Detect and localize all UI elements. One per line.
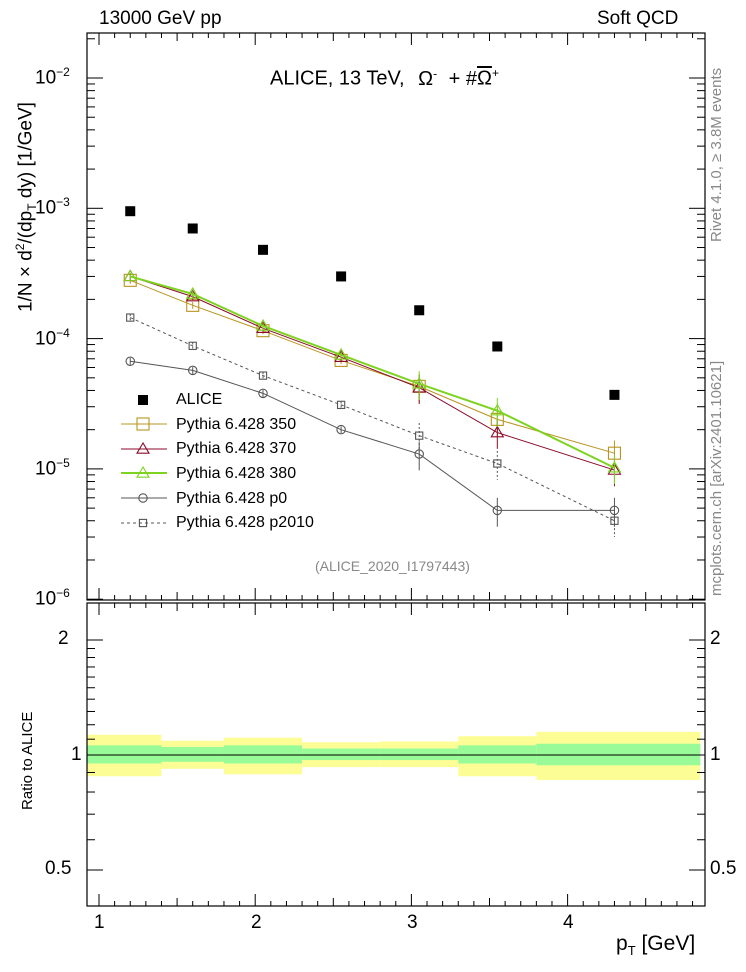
series-line-pythia-6-428-p2010: [130, 317, 615, 522]
legend-label-370: Pythia 6.428 370: [176, 440, 297, 457]
x-tick-3: 3: [407, 912, 418, 933]
header-right: Soft QCD: [597, 8, 679, 29]
x-tick-1: 1: [94, 912, 105, 933]
legend-label-380: Pythia 6.428 380: [176, 465, 297, 482]
point-pythia-6-428-380-3: [334, 347, 349, 360]
point-pythia-6-428-p0-0: [125, 356, 135, 367]
mcplots-label: mcplots.cern.ch [arXiv:2401.10621]: [708, 360, 725, 596]
point-alice-5: [492, 341, 503, 352]
legend-label-350: Pythia 6.428 350: [176, 416, 297, 433]
point-alice-1: [187, 223, 198, 234]
plot-title: ALICE, 13 TeV, Ω- + #Ω+: [270, 66, 499, 91]
plot-title-text: ALICE, 13 TeV,: [270, 67, 405, 90]
point-pythia-6-428-380-0: [123, 269, 138, 282]
legend-marker-pythia-6-428-p2010: [138, 518, 148, 528]
omega-minus: Ω-: [418, 66, 438, 90]
ratio-tick-2-right: 2: [710, 628, 721, 649]
point-pythia-6-428-p0-2: [258, 388, 268, 399]
legend-label-p0: Pythia 6.428 p0: [176, 490, 288, 507]
point-pythia-6-428-p2010-4: [415, 431, 424, 440]
y-tick-1e-4: 10−4: [35, 326, 70, 350]
legend-group: [121, 395, 167, 528]
point-alice-2: [258, 244, 269, 255]
omega-minus-sup: -: [433, 66, 438, 80]
legend-marker-pythia-6-428-350: [136, 417, 150, 431]
ratio-band-group: [87, 731, 705, 781]
analysis-id: (ALICE_2020_I1797443): [315, 558, 470, 574]
ratio-stat-band-0: [87, 745, 162, 764]
ratio-tick-05-left: 0.5: [45, 858, 72, 879]
point-alice-0: [125, 206, 136, 217]
x-tick-4: 4: [563, 912, 574, 933]
y-tick-1e-5: 10−5: [35, 456, 70, 480]
ratio-y-axis-label: Ratio to ALICE: [19, 711, 36, 810]
point-pythia-6-428-380-6: [607, 460, 622, 473]
legend-marker-pythia-6-428-380: [136, 465, 150, 478]
ratio-stat-band-2: [223, 745, 303, 764]
point-pythia-6-428-p0-1: [187, 365, 198, 376]
ratio-stat-band-1: [161, 746, 224, 762]
point-pythia-6-428-p2010-3: [336, 400, 346, 410]
legend-marker-pythia-6-428-p0: [138, 493, 148, 503]
point-pythia-6-428-370-5: [490, 425, 505, 438]
x-tick-2: 2: [251, 912, 262, 933]
ratio-tick-1-left: 1: [71, 744, 82, 765]
point-pythia-6-428-p0-3: [336, 424, 346, 435]
header-left: 13000 GeV pp: [99, 8, 222, 29]
plus-hash: + #: [448, 67, 477, 90]
series-line-pythia-6-428-p0: [130, 360, 615, 511]
ratio-stat-band-3: [302, 748, 381, 761]
point-alice-4: [414, 305, 425, 316]
ratio-stat-band-4: [380, 748, 459, 761]
point-alice-3: [336, 271, 347, 282]
point-pythia-6-428-380-2: [256, 318, 270, 331]
point-pythia-6-428-p2010-1: [188, 341, 197, 350]
x-axis-label: pT [GeV]: [616, 932, 696, 959]
legend-marker-pythia-6-428-370: [136, 441, 150, 454]
ratio-tick-1-right: 1: [710, 744, 721, 765]
point-pythia-6-428-p2010-0: [126, 313, 135, 322]
y-tick-1e-3: 10−3: [35, 195, 70, 219]
main-plot-group: [123, 206, 622, 538]
point-pythia-6-428-p0-4: [414, 449, 424, 459]
rivet-label: Rivet 4.1.0, ≥ 3.8M events: [708, 67, 725, 242]
y-tick-1e-6: 10−6: [35, 586, 70, 610]
omega-symbol: Ω: [418, 67, 434, 90]
point-pythia-6-428-p0-5: [492, 505, 503, 516]
point-pythia-6-428-p2010-5: [493, 459, 502, 468]
point-alice-6: [609, 389, 620, 400]
point-pythia-6-428-380-1: [185, 286, 200, 299]
point-pythia-6-428-380-5: [490, 403, 505, 416]
point-pythia-6-428-p2010-2: [258, 371, 268, 380]
legend-label-p2010: Pythia 6.428 p2010: [176, 514, 314, 531]
omega-bar-sup: +: [491, 66, 499, 80]
ratio-tick-2-left: 2: [58, 628, 69, 649]
axes-group: [87, 33, 705, 906]
point-pythia-6-428-p0-6: [609, 505, 620, 516]
ratio-stat-band-5: [458, 745, 537, 764]
legend-marker-alice: [138, 395, 148, 405]
y-tick-1e-2: 10−2: [35, 65, 70, 89]
ratio-tick-05-right: 0.5: [710, 858, 737, 879]
omega-bar-symbol: Ω: [476, 67, 492, 90]
point-pythia-6-428-380-4: [412, 376, 427, 389]
legend-label-alice: ALICE: [176, 391, 223, 408]
